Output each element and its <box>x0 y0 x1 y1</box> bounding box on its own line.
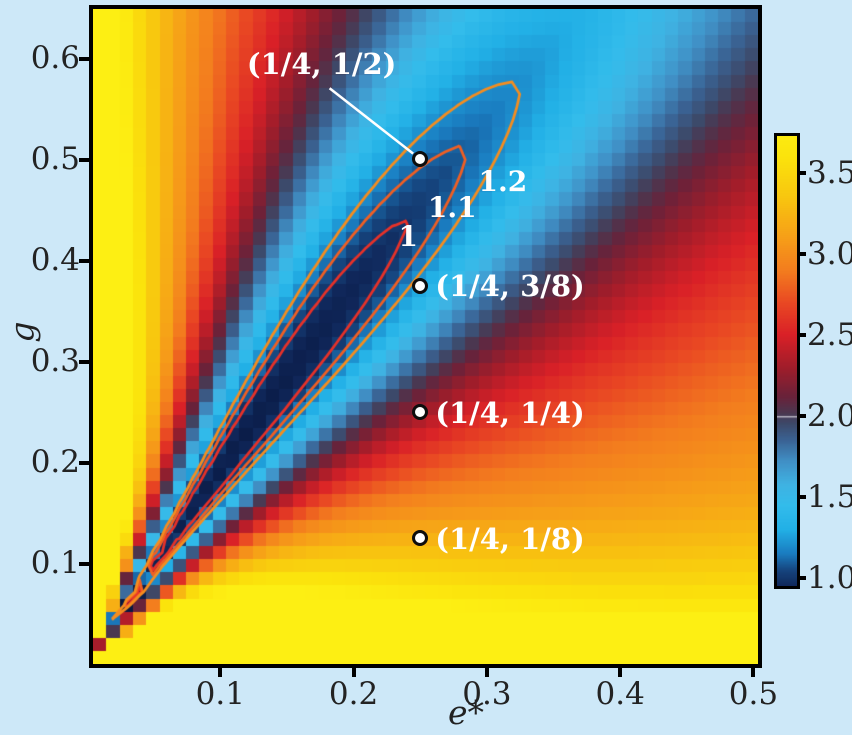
point-marker <box>411 404 428 420</box>
y-tick <box>79 562 93 566</box>
y-tick-label: 0.4 <box>30 242 80 278</box>
x-tick <box>618 664 623 677</box>
y-tick <box>79 157 93 162</box>
y-tick-label: 0.3 <box>30 343 80 379</box>
colorbar <box>777 136 797 586</box>
contour-label: 1 <box>398 219 418 253</box>
x-tick-label: 0.1 <box>195 676 245 712</box>
x-tick-label: 0.2 <box>328 676 379 712</box>
colorbar-tick-label: 1.5 <box>807 478 852 515</box>
colorbar-tick-label: 3.5 <box>807 154 852 191</box>
point-label: (1/4, 3/8) <box>435 269 585 304</box>
y-tick-label: 0.5 <box>30 140 80 177</box>
x-tick-label: 0.3 <box>462 676 512 712</box>
x-tick <box>751 664 756 677</box>
point-label: (1/4, 1/8) <box>435 521 585 556</box>
contour-label: 1.1 <box>427 191 477 225</box>
x-axis-label: e* <box>447 693 485 732</box>
colorbar-tick <box>799 332 806 337</box>
y-tick <box>79 360 93 364</box>
colorbar-tick-label: 1.0 <box>807 559 852 596</box>
heatmap-canvas <box>93 9 758 664</box>
y-tick <box>79 56 93 61</box>
colorbar-tick <box>799 413 806 418</box>
x-tick-label: 0.4 <box>595 676 645 712</box>
point-label: (1/4, 1/4) <box>435 395 585 430</box>
x-tick-label: 0.5 <box>728 676 779 712</box>
y-tick <box>79 259 93 263</box>
colorbar-tick <box>799 494 806 499</box>
point-marker <box>411 151 428 168</box>
point-label: (1/4, 1/2) <box>246 47 397 82</box>
x-tick <box>218 664 223 677</box>
y-tick-label: 0.1 <box>30 545 80 581</box>
colorbar-tick-label: 2.0 <box>807 397 852 434</box>
colorbar-tick-label: 2.5 <box>807 316 852 353</box>
y-tick-label: 0.2 <box>30 444 80 480</box>
point-marker <box>411 277 428 294</box>
x-tick <box>484 664 489 677</box>
point-marker <box>411 530 428 547</box>
contour-label: 1.2 <box>478 165 528 199</box>
y-tick <box>79 461 93 465</box>
colorbar-tick <box>799 170 806 175</box>
y-axis-label: g <box>2 321 41 343</box>
x-tick <box>351 664 356 677</box>
y-tick-label: 0.6 <box>30 39 80 76</box>
colorbar-tick-label: 3.0 <box>807 235 852 272</box>
colorbar-tick <box>799 251 806 256</box>
colorbar-tick <box>799 575 806 580</box>
